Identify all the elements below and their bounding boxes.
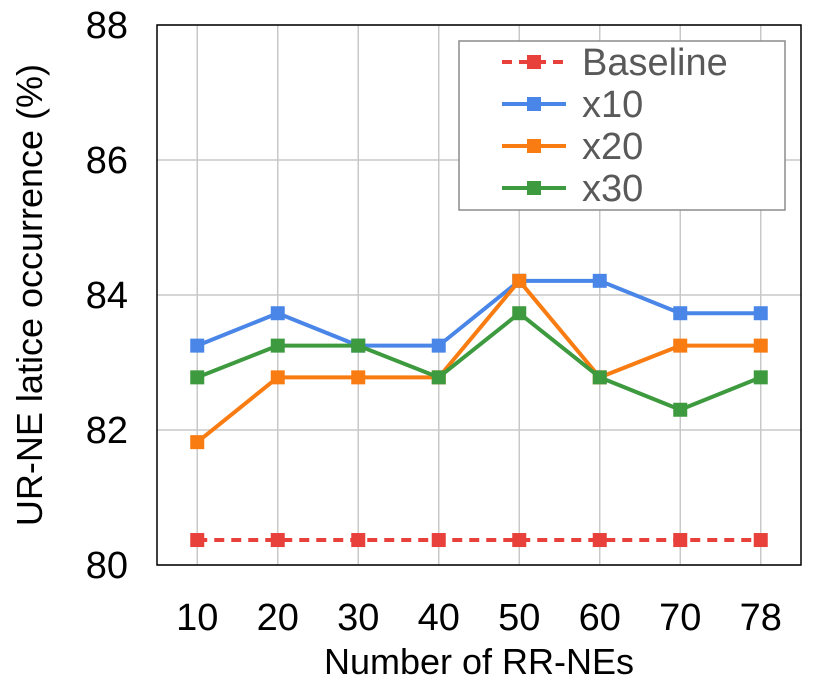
tick-labels: 80 82 84 86 88 10 20 30 40 50 60 70 78	[86, 5, 782, 639]
x-tick-label: 50	[498, 597, 540, 639]
data-point-baseline	[673, 533, 688, 548]
data-point-baseline	[190, 533, 205, 548]
legend-swatch-marker	[527, 97, 541, 111]
y-axis-title: UR-NE latice occurrence (%)	[9, 64, 50, 526]
legend-swatch-marker	[527, 55, 541, 69]
y-tick-label: 82	[86, 410, 128, 452]
data-point-x10	[673, 306, 688, 321]
data-point-baseline	[351, 533, 366, 548]
data-point-x30	[351, 338, 366, 353]
legend-label: x30	[582, 168, 643, 210]
y-tick-label: 84	[86, 275, 128, 317]
data-point-x20	[270, 370, 285, 385]
data-point-x10	[753, 306, 768, 321]
data-point-baseline	[592, 533, 607, 548]
data-point-x30	[190, 370, 205, 385]
data-point-x30	[753, 370, 768, 385]
y-tick-label: 80	[86, 545, 128, 587]
series-line-x30	[196, 311, 762, 412]
data-point-baseline	[512, 533, 527, 548]
x-tick-label: 30	[337, 597, 379, 639]
data-point-x30	[592, 370, 607, 385]
x-tick-label: 70	[659, 597, 701, 639]
legend-swatch-marker	[527, 181, 541, 195]
legend-entry-baseline: Baseline	[502, 42, 728, 84]
x-tick-label: 60	[579, 597, 621, 639]
series-x10	[190, 273, 768, 353]
legend-box	[458, 40, 786, 211]
x-tick-label: 78	[740, 597, 782, 639]
legend-label: x20	[582, 126, 643, 168]
legend-entry-x20: x20	[502, 126, 643, 168]
legend-entry-x10: x10	[502, 84, 643, 126]
legend-entry-x30: x30	[502, 168, 643, 210]
y-tick-label: 86	[86, 140, 128, 182]
series-group	[190, 273, 768, 548]
data-point-x20	[673, 338, 688, 353]
x-tick-label: 20	[257, 597, 299, 639]
data-point-x20	[753, 338, 768, 353]
data-point-baseline	[270, 533, 285, 548]
series-line-x10	[196, 278, 761, 348]
data-point-x20	[512, 273, 527, 288]
data-point-x10	[592, 273, 607, 288]
data-point-x30	[270, 338, 285, 353]
plot-area-frame	[156, 24, 802, 566]
x-tick-label: 10	[176, 597, 218, 639]
data-point-x10	[270, 306, 285, 321]
data-point-x30	[673, 402, 688, 417]
series-x20	[190, 273, 768, 450]
data-point-x10	[190, 338, 205, 353]
x-tick-label: 40	[418, 597, 460, 639]
data-point-x30	[512, 306, 527, 321]
series-line-x20	[195, 278, 761, 444]
legend-label: Baseline	[582, 42, 728, 84]
y-tick-label: 88	[86, 5, 128, 47]
data-point-x20	[351, 370, 366, 385]
data-point-baseline	[431, 533, 446, 548]
legend-swatch-marker	[527, 139, 541, 153]
data-point-x10	[431, 338, 446, 353]
x-axis-title: Number of RR-NEs	[324, 641, 634, 682]
legend-label: x10	[582, 84, 643, 126]
data-point-x30	[431, 370, 446, 385]
series-x30	[190, 306, 768, 417]
series-baseline	[190, 533, 768, 548]
data-point-baseline	[753, 533, 768, 548]
data-point-x20	[190, 435, 205, 450]
